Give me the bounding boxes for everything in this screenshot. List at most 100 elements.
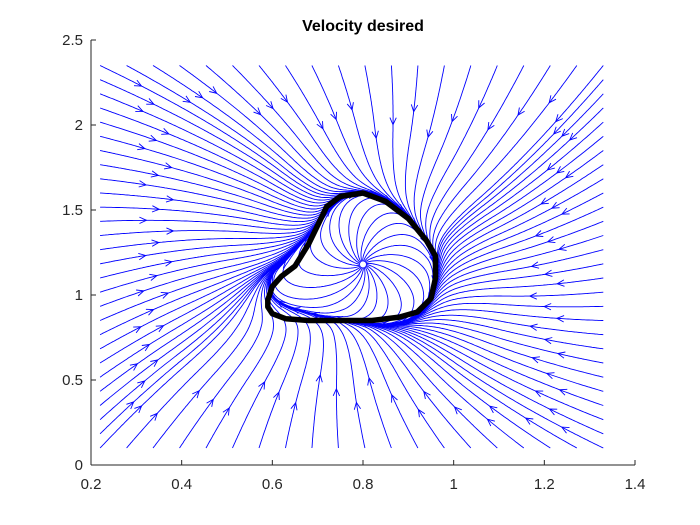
streamline-arrow (133, 326, 142, 334)
streamline-arrow (517, 107, 525, 116)
streamline-arrow (546, 162, 555, 171)
streamline-arrow (222, 406, 230, 416)
streamline-arrow (556, 279, 565, 287)
x-tick-label: 0.4 (171, 476, 192, 493)
streamline-arrow (146, 98, 155, 105)
streamline-arrow (129, 363, 139, 371)
chart-title: Velocity desired (302, 18, 424, 35)
streamline-arrow (391, 393, 398, 403)
limit-cycle-curve (265, 190, 439, 324)
streamline-arrow (423, 390, 431, 400)
streamline-arrow (530, 261, 540, 269)
streamline-arrow (206, 398, 214, 407)
streamline-arrow (138, 252, 147, 261)
streamline-arrow (135, 105, 144, 113)
x-tick-label: 0.6 (262, 476, 283, 493)
streamline-arrow (554, 114, 563, 123)
x-ticks: 0.2 0.4 0.6 0.8 1 1.2 1.4 (81, 460, 646, 493)
streamline-arrow (258, 380, 266, 390)
streamline-arrow (150, 170, 160, 178)
x-tick-label: 1.2 (534, 476, 555, 493)
streamline-arrow (543, 337, 553, 345)
streamline-arrow (488, 405, 498, 414)
streamline-arrow (290, 401, 298, 411)
streamline-arrow (165, 195, 175, 203)
streamline-arrow (139, 216, 148, 224)
streamline-arrow (277, 300, 286, 308)
streamline-arrow (265, 101, 274, 110)
streamline-arrow (478, 100, 485, 109)
streamline-arrow (149, 273, 158, 281)
streamline-arrow (529, 323, 538, 331)
streamline-arrow (192, 389, 201, 399)
x-tick-label: 1.4 (625, 476, 646, 493)
streamline-arrow (556, 351, 566, 359)
y-tick-label: 2 (75, 117, 83, 134)
streamline-arrow (540, 197, 549, 205)
streamline-arrow (266, 274, 274, 284)
streamline-arrow (164, 259, 173, 267)
streamline-arrow (560, 426, 570, 434)
streamline-arrow (534, 230, 544, 237)
streamline-arrow (552, 126, 561, 135)
streamline-arrow (400, 316, 410, 324)
streamline-arrow (531, 356, 540, 364)
streamline (269, 192, 415, 325)
streamline-arrow (253, 107, 262, 116)
streamline-arrow (138, 180, 148, 188)
streamline-arrow (548, 408, 558, 416)
x-tick-label: 0.2 (81, 476, 102, 493)
streamline-arrow (134, 405, 143, 414)
x-tick-label: 0.8 (353, 476, 374, 493)
y-tick-label: 0 (75, 457, 83, 474)
streamline-arrow (151, 205, 161, 213)
streamline-arrow (182, 95, 192, 103)
streamline-arrow (543, 269, 553, 277)
streamline-arrow (150, 412, 159, 421)
streamline-arrow (273, 391, 280, 401)
x-tick-label: 1 (449, 476, 457, 493)
streamline-arrow (137, 380, 146, 388)
streamline-arrow (141, 343, 151, 352)
y-tick-label: 1.5 (62, 202, 83, 219)
streamline-arrow (546, 236, 556, 244)
streamline-arrow (426, 129, 434, 139)
streamline-arrow (160, 291, 170, 299)
streamline-arrow (453, 406, 462, 415)
streamline-arrow (543, 303, 552, 311)
streamline-arrow (560, 207, 570, 215)
streamline-arrow (371, 130, 379, 140)
streamline-arrow (548, 95, 557, 104)
streamline-arrow (166, 227, 175, 235)
streamline-arrow (557, 243, 567, 251)
streamline-arrow (136, 289, 145, 297)
y-tick-label: 1 (75, 287, 83, 304)
streamline-arrow (561, 128, 570, 137)
streamline-arrow (487, 122, 495, 131)
streamline-arrow (330, 111, 337, 121)
streamline-arrow (410, 104, 419, 113)
streamline-arrow (280, 94, 289, 103)
streamline-arrow (332, 387, 341, 397)
streamline-arrow (486, 418, 496, 427)
streamline-arrow (194, 90, 204, 99)
streamline-arrow (550, 201, 560, 209)
streamline-arrow (161, 127, 170, 135)
streamline-arrow (151, 239, 160, 247)
streamline-arrow (163, 162, 173, 170)
streamline-arrow (316, 121, 324, 130)
streamline-arrow (150, 359, 159, 367)
streamline-arrow (133, 79, 143, 87)
streamline-arrow (145, 308, 155, 316)
streamline-arrow (311, 311, 320, 319)
streamline-arrow (545, 372, 555, 380)
streamline-arrow (568, 132, 578, 141)
y-tick-label: 2.5 (62, 32, 83, 49)
streamline-arrow (137, 143, 146, 151)
streamline-arrow (209, 86, 218, 94)
streamline-arrow (389, 117, 397, 126)
streamline-arrow (528, 292, 537, 300)
streamline-arrow (353, 401, 361, 410)
streamline-arrow (417, 408, 426, 418)
